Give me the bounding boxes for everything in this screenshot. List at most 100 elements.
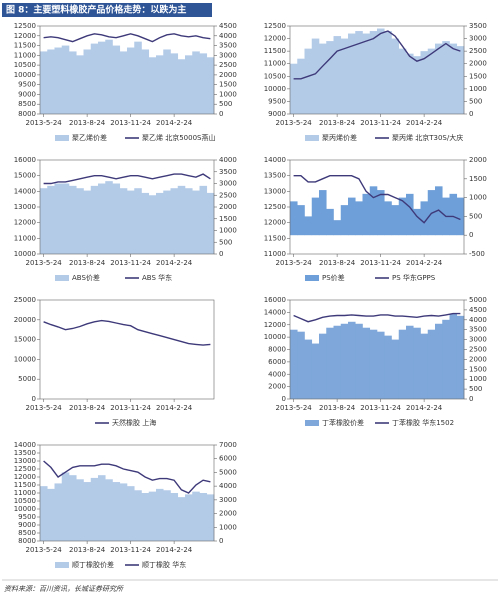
spread-bar (326, 208, 334, 236)
x-tick-label: 2014-2-24 (156, 546, 193, 554)
y2-tick-label: 3500 (219, 42, 237, 50)
y-tick-label: 20000 (14, 316, 36, 324)
spread-bar (391, 339, 400, 399)
spread-bar (369, 186, 378, 236)
spread-bar (435, 323, 443, 399)
y2-tick-label: 1000 (219, 523, 237, 531)
x-tick-label: 2013-8-24 (319, 404, 356, 412)
y2-tick-label: 0 (219, 110, 223, 118)
spread-bar (127, 47, 135, 115)
spread-bar (199, 53, 208, 114)
y-tick-label: 14000 (14, 187, 36, 195)
y-tick-label: 6000 (268, 358, 286, 366)
spread-bar (148, 195, 157, 254)
y-tick-label: 9000 (18, 90, 36, 98)
x-tick-label: 2013-11-24 (360, 404, 401, 412)
spread-bar (105, 181, 113, 254)
legend-label: 聚丙烯 北京T30S/大庆 (392, 133, 463, 142)
legend-label: 聚丙烯价差 (322, 133, 357, 142)
y2-tick-label: 500 (219, 238, 232, 246)
spread-bar (297, 331, 305, 399)
spread-bar (333, 220, 342, 236)
spread-bar (40, 51, 48, 114)
spread-bar (192, 190, 200, 254)
spread-bar (163, 190, 171, 254)
y-tick-label: 10500 (14, 61, 36, 69)
spread-bar (156, 55, 164, 114)
spread-bar (134, 490, 142, 541)
spread-bar (290, 201, 298, 236)
spread-bar (355, 323, 363, 399)
spread-bar (192, 491, 200, 541)
spread-bar (398, 329, 407, 399)
spread-bar (163, 490, 171, 541)
x-tick-label: 2014-2-24 (156, 119, 193, 127)
spread-bar (427, 329, 436, 399)
price-line (43, 319, 211, 346)
legend-swatch (55, 135, 69, 141)
x-tick-label: 2013-8-24 (69, 404, 106, 412)
spread-bar (47, 488, 55, 541)
spread-bar (398, 48, 407, 114)
y-tick-label: 12500 (264, 22, 286, 30)
y-tick-label: 9000 (268, 110, 286, 118)
spread-bar (98, 183, 106, 254)
spread-bar (177, 497, 186, 541)
y-tick-label: 12000 (14, 219, 36, 227)
price-line (43, 460, 211, 494)
spread-bar (76, 188, 84, 254)
price-line (293, 312, 461, 323)
y-tick-label: 16000 (14, 156, 36, 164)
spread-bar (69, 185, 77, 254)
spread-bar (362, 33, 371, 114)
y-tick-label: 11500 (14, 42, 36, 50)
spread-bar (369, 31, 378, 114)
spread-bar (406, 325, 414, 399)
y2-tick-label: 2000 (219, 71, 237, 79)
y2-tick-label: 5000 (469, 296, 487, 304)
legend-label: 顺丁橡胶 华东 (142, 560, 186, 569)
x-tick-label: 2013-8-24 (69, 119, 106, 127)
y2-tick-label: 2000 (469, 156, 487, 164)
y2-tick-label: 3500 (219, 168, 237, 176)
spread-bar (170, 188, 179, 254)
spread-bar (40, 188, 48, 254)
spread-bar (134, 41, 142, 115)
spread-bar (391, 38, 400, 115)
y-tick-label: 16000 (264, 296, 286, 304)
spread-bar (170, 53, 179, 114)
y2-tick-label: 0 (219, 250, 223, 258)
spread-bar (206, 192, 215, 254)
y-tick-label: 15000 (14, 336, 36, 344)
price-line (43, 33, 211, 43)
y2-tick-label: 1000 (219, 227, 237, 235)
spread-bar (105, 39, 113, 114)
y2-tick-label: 0 (469, 110, 473, 118)
plot-frame (39, 299, 215, 400)
y2-tick-label: 2500 (469, 47, 487, 55)
x-tick-label: 2013-5-24 (26, 546, 63, 554)
y2-tick-label: 500 (469, 97, 482, 105)
y2-tick-label: 0 (469, 231, 473, 239)
spread-bar (304, 216, 313, 236)
spread-bar (304, 48, 313, 114)
spread-bar (449, 43, 458, 114)
y-tick-label: 12500 (264, 203, 286, 211)
spread-bar (377, 190, 385, 236)
x-tick-label: 2014-2-24 (156, 259, 193, 267)
y2-tick-label: 3000 (219, 51, 237, 59)
y-tick-label: 0 (282, 395, 286, 403)
y-tick-label: 11500 (264, 47, 286, 55)
y-tick-label: 12000 (14, 473, 36, 481)
y-tick-label: 9500 (18, 81, 36, 89)
spread-bar (319, 333, 327, 399)
y-tick-label: 4000 (268, 370, 286, 378)
spread-bar (384, 201, 392, 236)
spread-bar (90, 185, 99, 254)
spread-bar (206, 57, 215, 114)
spread-bar (134, 188, 142, 254)
spread-bar (326, 327, 334, 399)
spread-bar (377, 331, 385, 399)
y2-tick-label: 1000 (469, 85, 487, 93)
spread-bar (377, 28, 385, 115)
